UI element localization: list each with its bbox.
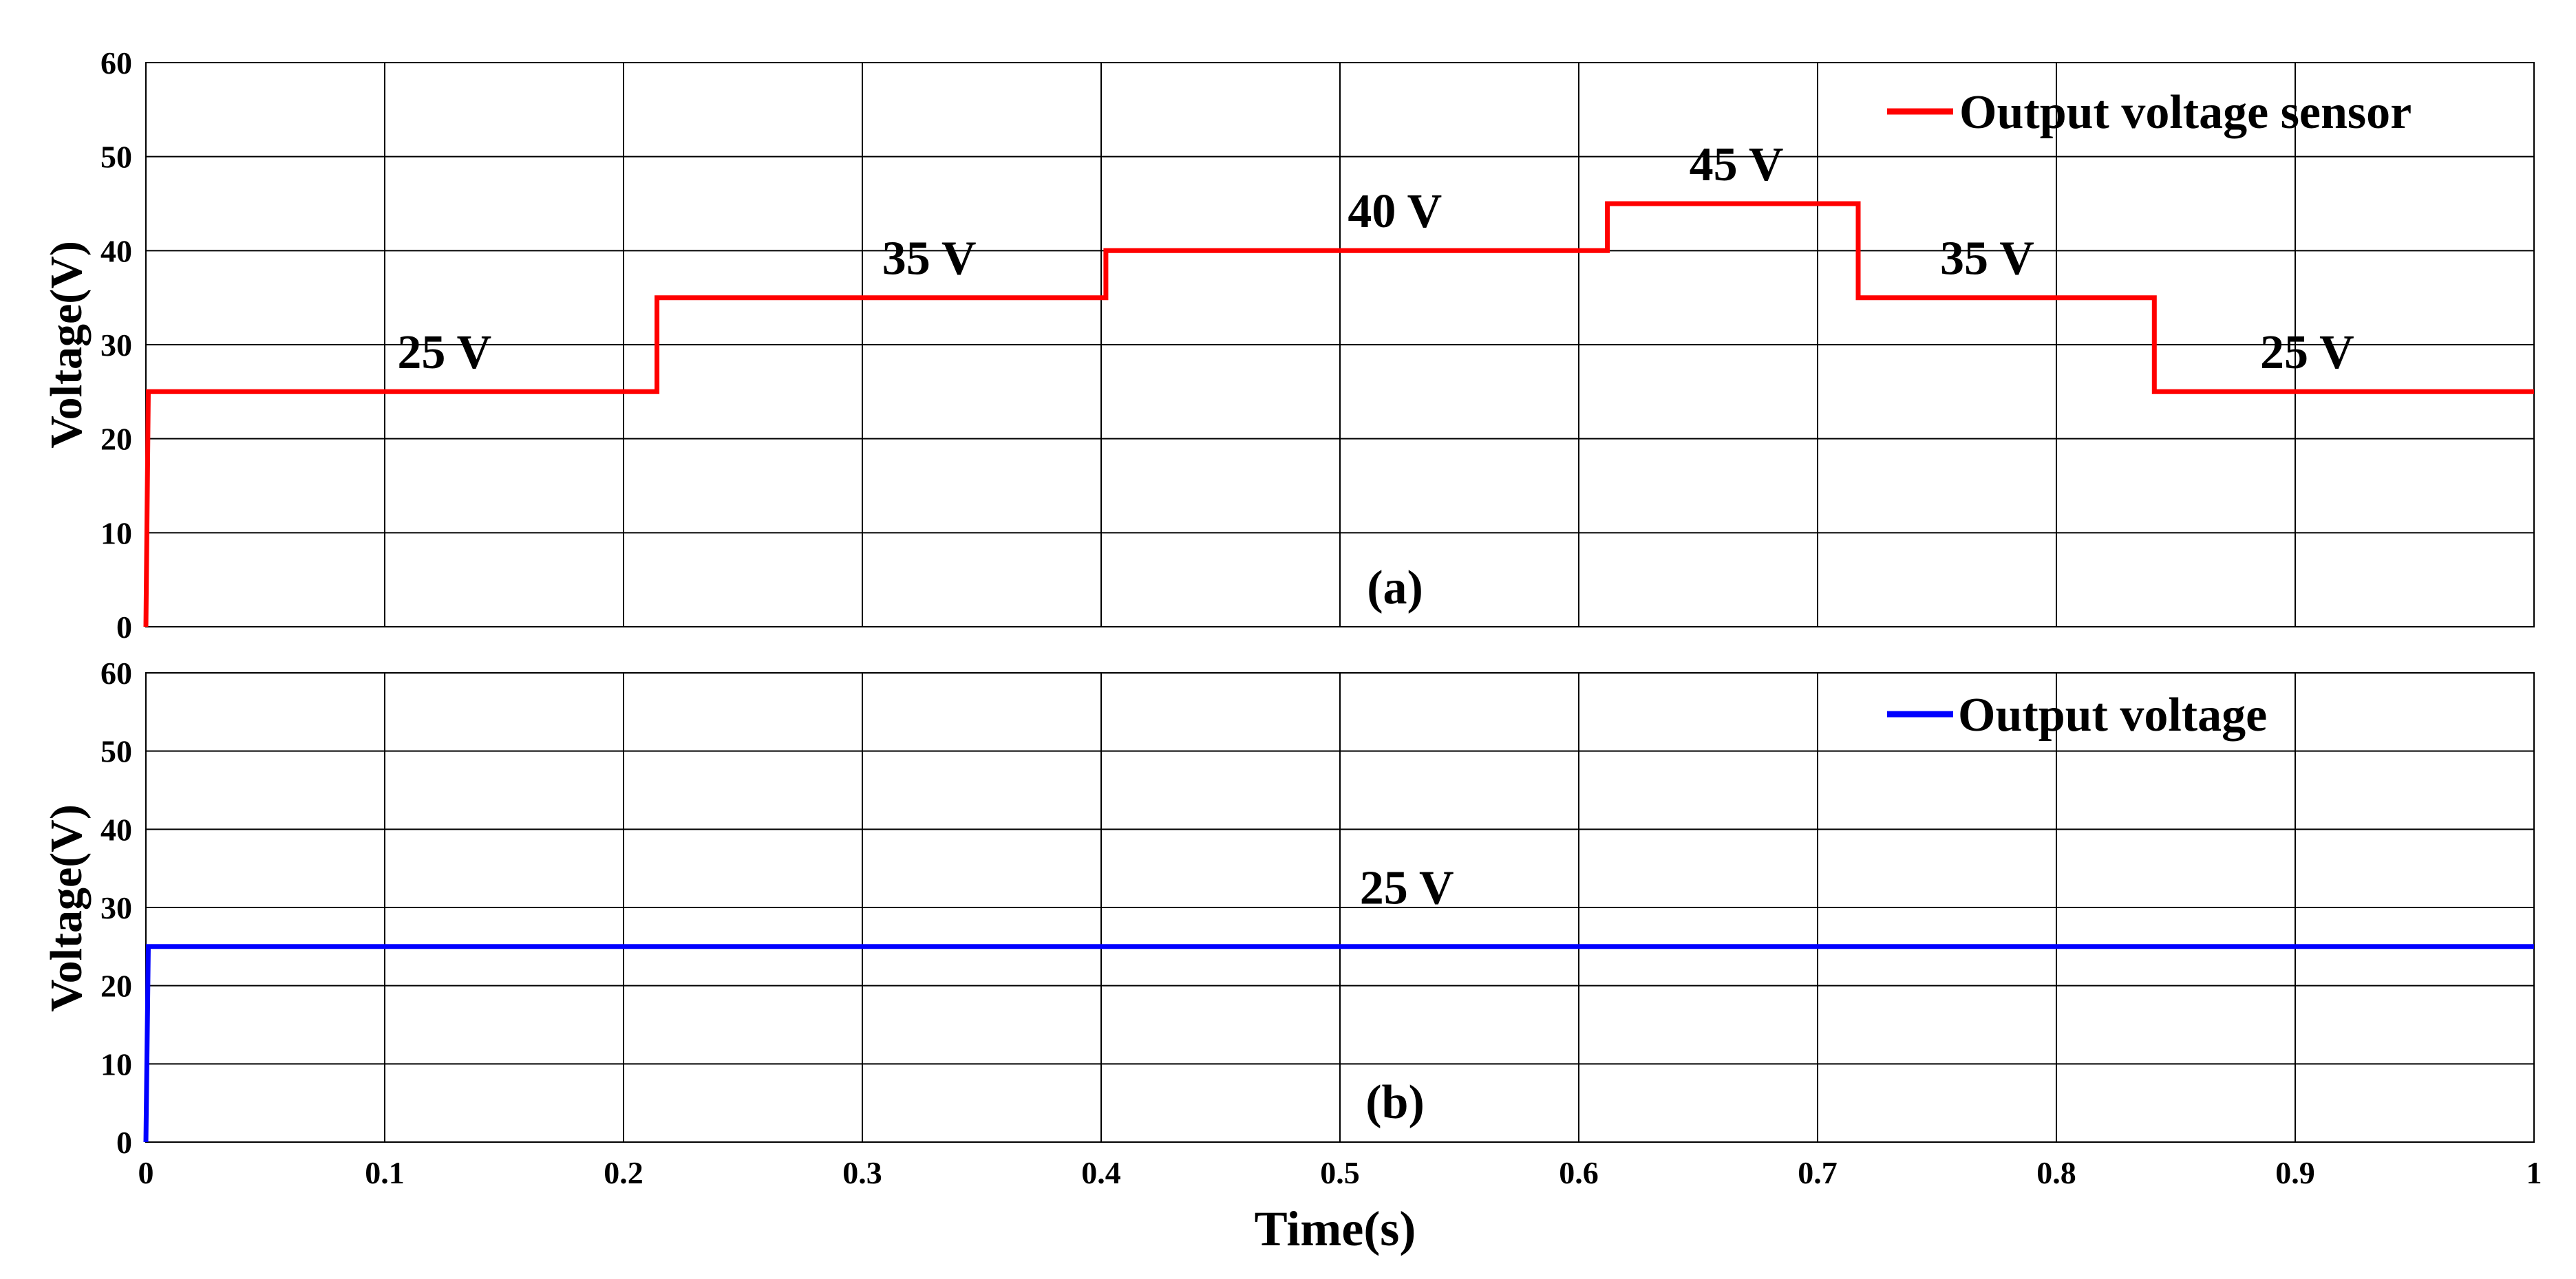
x-tick-label: 0.2 — [604, 1155, 643, 1190]
y-tick-label: 20 — [100, 422, 132, 457]
x-axis-label: Time(s) — [1255, 1201, 1416, 1256]
grid-b — [146, 673, 2534, 1142]
y-tick-labels-a: 0 10 20 30 40 50 60 — [100, 45, 132, 645]
x-tick-label: 0.5 — [1320, 1155, 1360, 1190]
x-tick-label: 0.4 — [1081, 1155, 1121, 1190]
panel-label-a: (a) — [1367, 561, 1423, 614]
y-tick-label: 60 — [100, 45, 132, 80]
y-tick-label: 40 — [100, 233, 132, 268]
plot-frame-a — [145, 62, 2535, 627]
legend-label-output-voltage: Output voltage — [1958, 689, 2267, 742]
x-tick-label: 0.9 — [2275, 1155, 2315, 1190]
legend-b: Output voltage — [1887, 689, 2267, 742]
y-tick-label: 10 — [100, 515, 132, 550]
x-tick-label: 0.6 — [1559, 1155, 1599, 1190]
y-axis-label-b: Voltage(V) — [41, 804, 92, 1012]
x-tick-label: 0.8 — [2036, 1155, 2076, 1190]
panel-label-b: (b) — [1365, 1076, 1425, 1129]
value-annotation: 45 V — [1690, 138, 1784, 191]
legend-a: Output voltage sensor — [1887, 86, 2412, 139]
y-tick-label: 60 — [100, 656, 132, 691]
legend-label-output-voltage-sensor: Output voltage sensor — [1959, 86, 2412, 139]
y-tick-labels-b: 0 10 20 30 40 50 60 — [100, 656, 132, 1160]
y-tick-label: 0 — [116, 1125, 132, 1160]
series-line-output-voltage-sensor — [143, 201, 2534, 627]
annotations-a: 25 V 35 V 40 V 45 V 35 V 25 V — [397, 138, 2354, 379]
value-annotation: 40 V — [1348, 185, 1442, 238]
y-tick-label: 20 — [100, 969, 132, 1004]
x-tick-label: 0.7 — [1798, 1155, 1838, 1190]
y-tick-label: 40 — [100, 812, 132, 847]
x-tick-label: 0.3 — [842, 1155, 882, 1190]
y-tick-label: 30 — [100, 327, 132, 363]
x-tick-label: 0 — [138, 1155, 154, 1190]
y-tick-label: 10 — [100, 1046, 132, 1082]
value-annotation: 35 V — [882, 233, 977, 286]
annotations-b: 25 V — [1360, 861, 1454, 914]
y-axis-label-a: Voltage(V) — [41, 241, 92, 449]
y-tick-label: 50 — [100, 140, 132, 175]
y-tick-label: 30 — [100, 890, 132, 925]
x-tick-labels: 0 0.1 0.2 0.3 0.4 0.5 0.6 0.7 0.8 0.9 1 — [138, 1155, 2542, 1190]
x-tick-label: 0.1 — [365, 1155, 405, 1190]
x-tick-label: 1 — [2526, 1155, 2542, 1190]
value-annotation: 25 V — [397, 326, 491, 379]
series-line-output-voltage — [143, 944, 2534, 1143]
value-annotation: 25 V — [1360, 861, 1454, 914]
plot-frame-b — [145, 672, 2535, 1143]
y-tick-label: 50 — [100, 734, 132, 769]
panel-a: 0 10 20 30 40 50 60 Voltage(V) 25 V 35 V 40 V 45 … — [41, 45, 2535, 645]
value-annotation: 35 V — [1940, 233, 2034, 286]
value-annotation: 25 V — [2260, 326, 2354, 379]
y-tick-label: 0 — [116, 610, 132, 645]
